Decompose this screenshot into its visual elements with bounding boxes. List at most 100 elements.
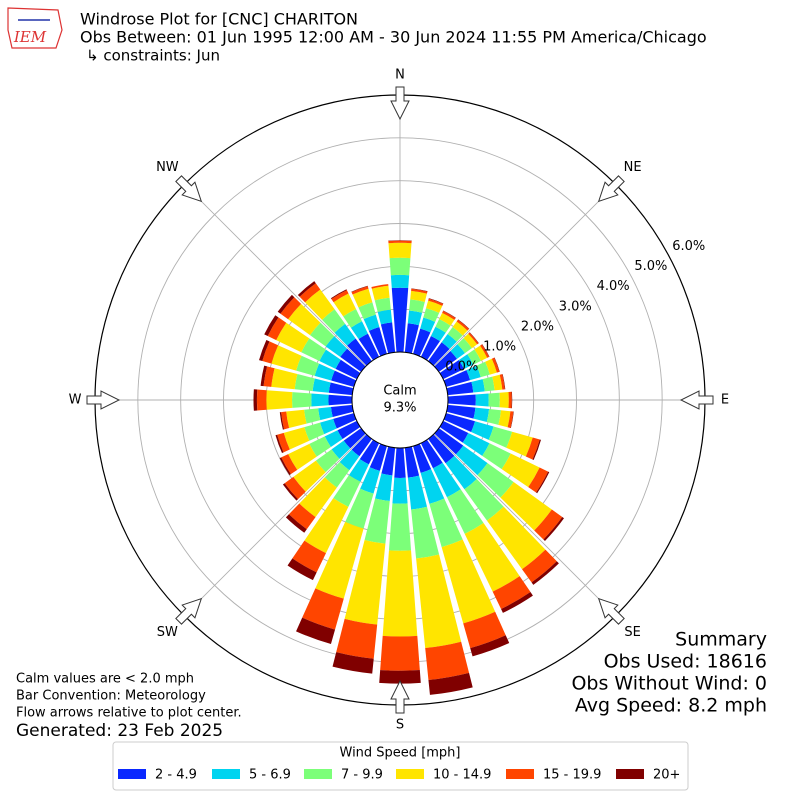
bar-segment bbox=[435, 318, 451, 333]
bar-segment bbox=[467, 349, 482, 365]
bar-segment bbox=[499, 392, 509, 408]
bar-segment bbox=[285, 514, 307, 533]
bar-segment bbox=[324, 430, 343, 447]
bar-segment bbox=[420, 335, 440, 361]
bar-segment bbox=[369, 443, 387, 471]
bar-segment bbox=[343, 428, 366, 449]
bar-segment bbox=[498, 410, 511, 428]
bar-segment bbox=[336, 618, 378, 659]
compass-label: SE bbox=[624, 625, 640, 640]
bar-segment bbox=[439, 420, 469, 443]
bar-segment bbox=[446, 381, 474, 396]
bar-segment bbox=[500, 481, 552, 531]
bar-segment bbox=[428, 672, 473, 695]
bar-segment bbox=[286, 409, 307, 429]
bar-segment bbox=[446, 404, 476, 419]
arrow-shape bbox=[390, 86, 410, 121]
bar-segment bbox=[388, 242, 412, 259]
r-tick-label: 1.0% bbox=[483, 340, 516, 355]
bar-segment bbox=[271, 345, 302, 371]
bar-segment bbox=[266, 390, 293, 410]
r-tick-label: 5.0% bbox=[634, 259, 667, 274]
bar-segment bbox=[475, 393, 489, 407]
bar-segment bbox=[452, 321, 468, 336]
bar-segment bbox=[292, 540, 326, 573]
bar-segment bbox=[296, 617, 336, 645]
bar-segment bbox=[380, 322, 396, 354]
bar-segment bbox=[334, 323, 356, 346]
bar-segment bbox=[433, 462, 461, 498]
bar-segment bbox=[311, 393, 329, 407]
bar-segment bbox=[474, 345, 488, 361]
bar-segment bbox=[492, 374, 503, 391]
bar-segment bbox=[304, 408, 321, 424]
bar-segment bbox=[531, 561, 559, 585]
bar-segment bbox=[447, 327, 463, 342]
flow-arrow bbox=[597, 175, 625, 203]
bar-segment bbox=[287, 558, 317, 581]
bar-segment bbox=[281, 454, 298, 475]
bar-segment bbox=[532, 439, 541, 461]
r-tick-label: 0.0% bbox=[445, 360, 478, 375]
bar-segment bbox=[469, 332, 479, 344]
bar-segment bbox=[288, 303, 321, 336]
bar-segment bbox=[381, 446, 396, 476]
bar-segment bbox=[348, 459, 369, 482]
bar-segment bbox=[279, 412, 285, 430]
bar-segment bbox=[455, 445, 488, 476]
bar-segment bbox=[374, 297, 391, 312]
bar-segment bbox=[345, 488, 374, 529]
bar-segment bbox=[296, 355, 320, 376]
legend-label: 20+ bbox=[653, 768, 680, 783]
legend-box bbox=[112, 741, 689, 791]
bar-segment bbox=[441, 539, 496, 624]
flow-arrow bbox=[390, 86, 410, 121]
bar-segment bbox=[420, 439, 443, 469]
flow-arrow bbox=[86, 390, 121, 410]
bar-segment bbox=[368, 327, 387, 357]
compass-label: NE bbox=[624, 160, 642, 175]
calm-circle bbox=[351, 351, 449, 449]
summary: Obs Used: 18616 bbox=[604, 651, 767, 673]
bar-segment bbox=[325, 336, 348, 357]
bar-segment bbox=[304, 498, 349, 554]
bar-segment bbox=[410, 290, 427, 302]
constraints: ↳ constraints: Jun bbox=[86, 47, 220, 65]
bar-segment bbox=[434, 428, 464, 455]
bar-segment bbox=[441, 333, 457, 350]
bar-segment bbox=[331, 290, 349, 303]
bar-segment bbox=[482, 443, 511, 470]
bar-segment bbox=[428, 342, 450, 366]
bar-segment bbox=[302, 588, 344, 630]
bar-segment bbox=[267, 317, 287, 341]
bar-segment bbox=[420, 317, 436, 333]
bar-segment bbox=[481, 344, 490, 357]
bar-segment bbox=[388, 503, 412, 551]
bar-segment bbox=[466, 365, 481, 381]
bar-segment bbox=[330, 404, 354, 418]
flow-arrow bbox=[597, 597, 625, 625]
bar-segment bbox=[525, 437, 540, 460]
summary: Avg Speed: 8.2 mph bbox=[575, 695, 767, 717]
bar-segment bbox=[463, 333, 478, 349]
bar-segment bbox=[388, 240, 412, 242]
bar-segment bbox=[485, 358, 497, 375]
bar-segment bbox=[330, 289, 347, 300]
bar-segment bbox=[457, 338, 472, 354]
legend-label: 15 - 19.9 bbox=[543, 768, 601, 783]
legend-swatch bbox=[212, 769, 240, 779]
bar-segment bbox=[439, 312, 455, 326]
bar-segment bbox=[379, 670, 421, 684]
bar-segment bbox=[315, 521, 364, 599]
arrow-shape bbox=[86, 390, 121, 410]
compass-label: SW bbox=[157, 625, 178, 640]
bar-segment bbox=[443, 370, 471, 387]
compass-label: NW bbox=[156, 160, 179, 175]
bar-segment bbox=[428, 298, 444, 304]
bar-segment bbox=[468, 332, 479, 345]
bar-segment bbox=[350, 321, 368, 340]
bar-segment bbox=[375, 473, 393, 502]
bar-segment bbox=[390, 274, 410, 289]
